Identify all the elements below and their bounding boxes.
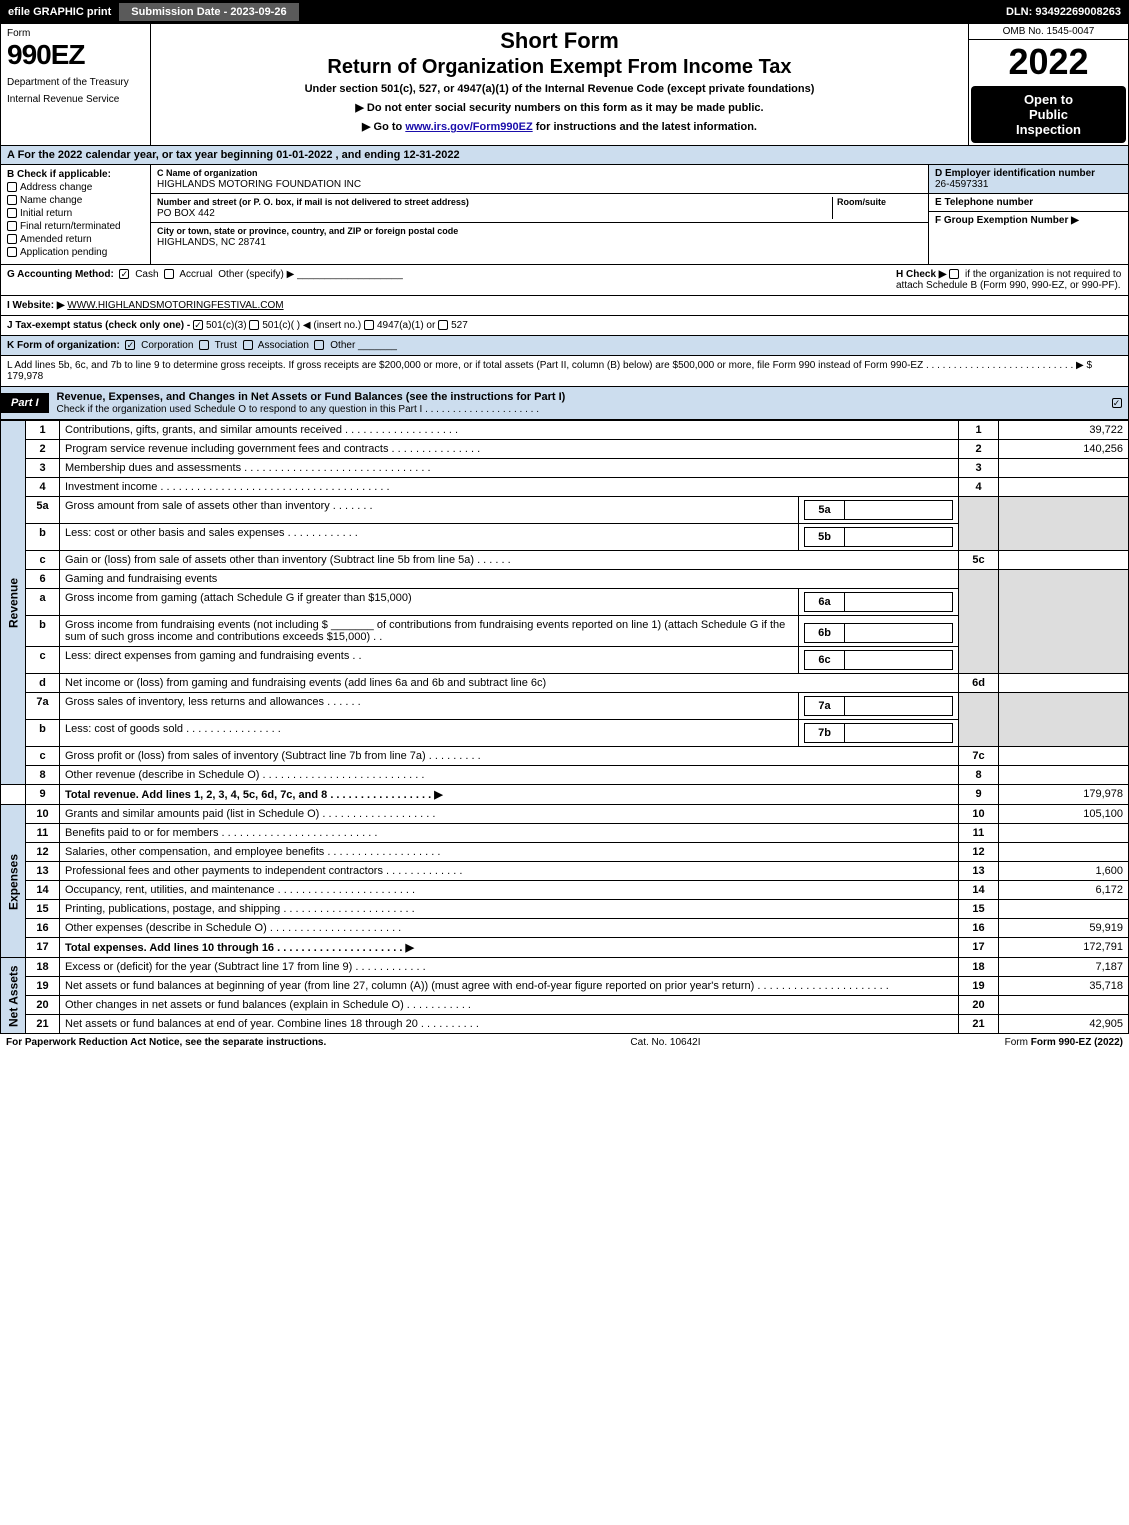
b-label: B Check if applicable: <box>7 169 111 180</box>
city-label: City or town, state or province, country… <box>157 226 458 236</box>
checkbox-4947[interactable] <box>364 320 374 330</box>
row-i: I Website: ▶ WWW.HIGHLANDSMOTORINGFESTIV… <box>0 296 1129 316</box>
gray-cell <box>959 497 999 551</box>
form-word: Form <box>7 28 144 39</box>
row-l: L Add lines 5b, 6c, and 7b to line 9 to … <box>0 356 1129 387</box>
netassets-sidelabel: Net Assets <box>1 958 26 1034</box>
street-address: PO BOX 442 <box>157 208 215 219</box>
tel-label: E Telephone number <box>935 197 1033 208</box>
irs-link[interactable]: www.irs.gov/Form990EZ <box>405 121 532 133</box>
b-opt-initial: Initial return <box>7 208 144 219</box>
open-2: Public <box>975 107 1122 122</box>
short-form-title: Short Form <box>159 28 960 54</box>
l-amount: 179,978 <box>7 371 43 382</box>
checkbox-501c[interactable] <box>249 320 259 330</box>
ein-value: 26-4597331 <box>935 179 988 190</box>
line-num: 1 <box>26 421 60 440</box>
website-url[interactable]: WWW.HIGHLANDSMOTORINGFESTIVAL.COM <box>67 300 283 311</box>
checkbox-trust[interactable] <box>199 340 209 350</box>
section-h: H Check ▶ if the organization is not req… <box>892 269 1122 291</box>
header-left: Form 990EZ Department of the Treasury In… <box>1 24 151 145</box>
submission-date: Submission Date - 2023-09-26 <box>119 3 298 21</box>
department-1: Department of the Treasury <box>7 77 144 88</box>
department-2: Internal Revenue Service <box>7 94 144 105</box>
org-name: HIGHLANDS MOTORING FOUNDATION INC <box>157 179 361 190</box>
section-b-through-f: B Check if applicable: Address change Na… <box>0 165 1129 265</box>
section-c: C Name of organization HIGHLANDS MOTORIN… <box>151 165 928 264</box>
note2-pre: ▶ Go to <box>362 121 405 133</box>
checkbox-assoc[interactable] <box>243 340 253 350</box>
checkbox-corp[interactable] <box>125 340 135 350</box>
b-opt-name: Name change <box>7 195 144 206</box>
row-a-calendar-year: A For the 2022 calendar year, or tax yea… <box>0 146 1129 165</box>
ein-label: D Employer identification number <box>935 168 1095 179</box>
j-label: J Tax-exempt status (check only one) - <box>7 320 190 331</box>
checkbox-icon[interactable] <box>7 195 17 205</box>
omb-number: OMB No. 1545-0047 <box>969 24 1128 40</box>
b-opt-pending: Application pending <box>7 247 144 258</box>
g-label: G Accounting Method: <box>7 269 114 280</box>
efile-label[interactable]: efile GRAPHIC print <box>0 3 119 21</box>
i-label: I Website: ▶ <box>7 300 65 311</box>
form-name: Form Form 990-EZ (2022) <box>1005 1037 1123 1048</box>
city-state-zip: HIGHLANDS, NC 28741 <box>157 237 266 248</box>
main-title: Return of Organization Exempt From Incom… <box>159 56 960 79</box>
b-opt-final: Final return/terminated <box>7 221 144 232</box>
main-table: Revenue 1 Contributions, gifts, grants, … <box>0 420 1129 1034</box>
expenses-sidelabel: Expenses <box>1 805 26 958</box>
checkbox-icon[interactable] <box>7 208 17 218</box>
row-j: J Tax-exempt status (check only one) - 5… <box>0 316 1129 336</box>
part-i-title: Revenue, Expenses, and Changes in Net As… <box>49 387 1108 419</box>
checkbox-cash[interactable] <box>119 269 129 279</box>
section-b: B Check if applicable: Address change Na… <box>1 165 151 264</box>
k-label: K Form of organization: <box>7 340 120 351</box>
amount: 39,722 <box>999 421 1129 440</box>
checkbox-h[interactable] <box>949 269 959 279</box>
pra-notice: For Paperwork Reduction Act Notice, see … <box>6 1037 326 1048</box>
group-label: F Group Exemption Number ▶ <box>935 215 1079 226</box>
top-bar: efile GRAPHIC print Submission Date - 20… <box>0 0 1129 24</box>
section-d-e-f: D Employer identification number 26-4597… <box>928 165 1128 264</box>
l-text: L Add lines 5b, 6c, and 7b to line 9 to … <box>7 360 1092 371</box>
form-number: 990EZ <box>7 39 144 71</box>
checkbox-527[interactable] <box>438 320 448 330</box>
checkbox-parti[interactable] <box>1112 398 1122 408</box>
row-g-h: G Accounting Method: Cash Accrual Other … <box>0 265 1129 296</box>
subtitle: Under section 501(c), 527, or 4947(a)(1)… <box>159 83 960 95</box>
part-i-header: Part I Revenue, Expenses, and Changes in… <box>0 387 1129 420</box>
revenue-sidelabel: Revenue <box>1 421 26 785</box>
checkbox-501c3[interactable] <box>193 320 203 330</box>
checkbox-icon[interactable] <box>7 234 17 244</box>
checkbox-other[interactable] <box>314 340 324 350</box>
dln-label: DLN: 93492269008263 <box>998 3 1129 21</box>
open-to-public: Open to Public Inspection <box>971 86 1126 143</box>
part-i-tag: Part I <box>1 393 49 413</box>
addr-label: Number and street (or P. O. box, if mail… <box>157 197 469 207</box>
room-label: Room/suite <box>837 197 886 207</box>
tax-year: 2022 <box>969 40 1128 84</box>
c-name-label: C Name of organization <box>157 168 258 178</box>
open-1: Open to <box>975 92 1122 107</box>
checkbox-accrual[interactable] <box>164 269 174 279</box>
open-3: Inspection <box>975 122 1122 137</box>
h-label: H Check ▶ <box>896 269 946 280</box>
note-2: ▶ Go to www.irs.gov/Form990EZ for instru… <box>159 120 960 133</box>
form-header: Form 990EZ Department of the Treasury In… <box>0 24 1129 146</box>
box-num: 1 <box>959 421 999 440</box>
cat-no: Cat. No. 10642I <box>630 1037 700 1048</box>
note-1: ▶ Do not enter social security numbers o… <box>159 101 960 114</box>
b-opt-amended: Amended return <box>7 234 144 245</box>
header-center: Short Form Return of Organization Exempt… <box>151 24 968 145</box>
checkbox-icon[interactable] <box>7 221 17 231</box>
row-k: K Form of organization: Corporation Trus… <box>0 336 1129 356</box>
line-desc: Contributions, gifts, grants, and simila… <box>60 421 959 440</box>
b-opt-address: Address change <box>7 182 144 193</box>
note2-post: for instructions and the latest informat… <box>533 121 757 133</box>
header-right: OMB No. 1545-0047 2022 Open to Public In… <box>968 24 1128 145</box>
footer: For Paperwork Reduction Act Notice, see … <box>0 1034 1129 1051</box>
checkbox-icon[interactable] <box>7 247 17 257</box>
checkbox-icon[interactable] <box>7 182 17 192</box>
